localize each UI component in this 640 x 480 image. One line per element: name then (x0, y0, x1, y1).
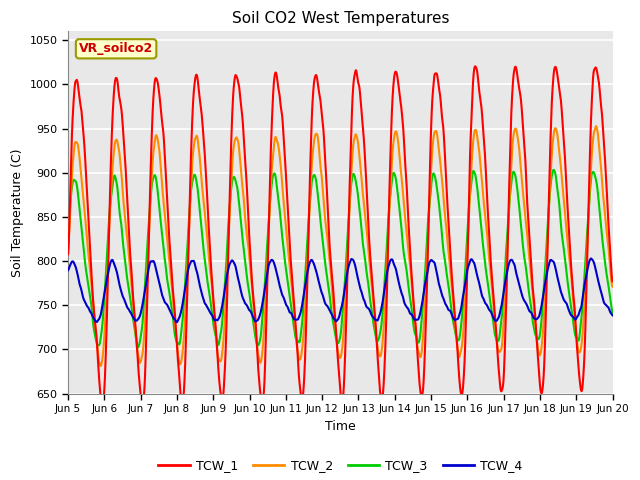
TCW_3 (126, 296, 134, 301)
TCW_1 (127, 254, 134, 260)
TCW_3 (609, 310, 616, 315)
TCW_3 (64, 229, 72, 235)
TCW_4 (126, 309, 134, 315)
TCW_2 (127, 269, 134, 275)
TCW_3 (598, 236, 606, 241)
TCW_2 (540, 323, 547, 328)
TCW_4 (297, 309, 305, 315)
TCW_4 (64, 267, 72, 273)
TCW_3 (297, 333, 305, 338)
TCW_4 (159, 293, 166, 299)
TCW_2 (297, 355, 305, 361)
Line: TCW_4: TCW_4 (68, 259, 612, 322)
TCW_1 (99, 403, 106, 409)
TCW_2 (64, 243, 72, 249)
Line: TCW_2: TCW_2 (68, 126, 612, 366)
TCW_3 (540, 290, 547, 296)
TCW_4 (598, 293, 606, 299)
Title: Soil CO2 West Temperatures: Soil CO2 West Temperatures (232, 11, 449, 26)
TCW_2 (273, 138, 281, 144)
TCW_3 (134, 344, 142, 350)
Line: TCW_3: TCW_3 (68, 170, 612, 347)
TCW_4 (273, 271, 281, 277)
TCW_1 (297, 391, 305, 397)
TCW_1 (64, 251, 72, 257)
TCW_1 (540, 374, 547, 380)
TCW_2 (97, 363, 104, 369)
TCW_1 (598, 114, 606, 120)
TCW_3 (550, 167, 557, 173)
Line: TCW_1: TCW_1 (68, 66, 612, 406)
TCW_1 (471, 63, 479, 69)
TCW_3 (159, 237, 166, 242)
TCW_1 (609, 278, 616, 284)
TCW_4 (587, 256, 595, 262)
TCW_4 (540, 291, 547, 297)
TCW_4 (173, 319, 180, 325)
X-axis label: Time: Time (325, 420, 356, 432)
Text: VR_soilco2: VR_soilco2 (79, 42, 153, 55)
TCW_4 (609, 312, 616, 318)
TCW_2 (159, 189, 166, 195)
TCW_1 (273, 75, 281, 81)
TCW_2 (609, 284, 616, 289)
Legend: TCW_1, TCW_2, TCW_3, TCW_4: TCW_1, TCW_2, TCW_3, TCW_4 (154, 454, 527, 477)
TCW_1 (159, 123, 166, 129)
TCW_2 (598, 182, 606, 188)
Y-axis label: Soil Temperature (C): Soil Temperature (C) (11, 148, 24, 277)
TCW_3 (273, 185, 281, 191)
TCW_2 (592, 123, 600, 129)
